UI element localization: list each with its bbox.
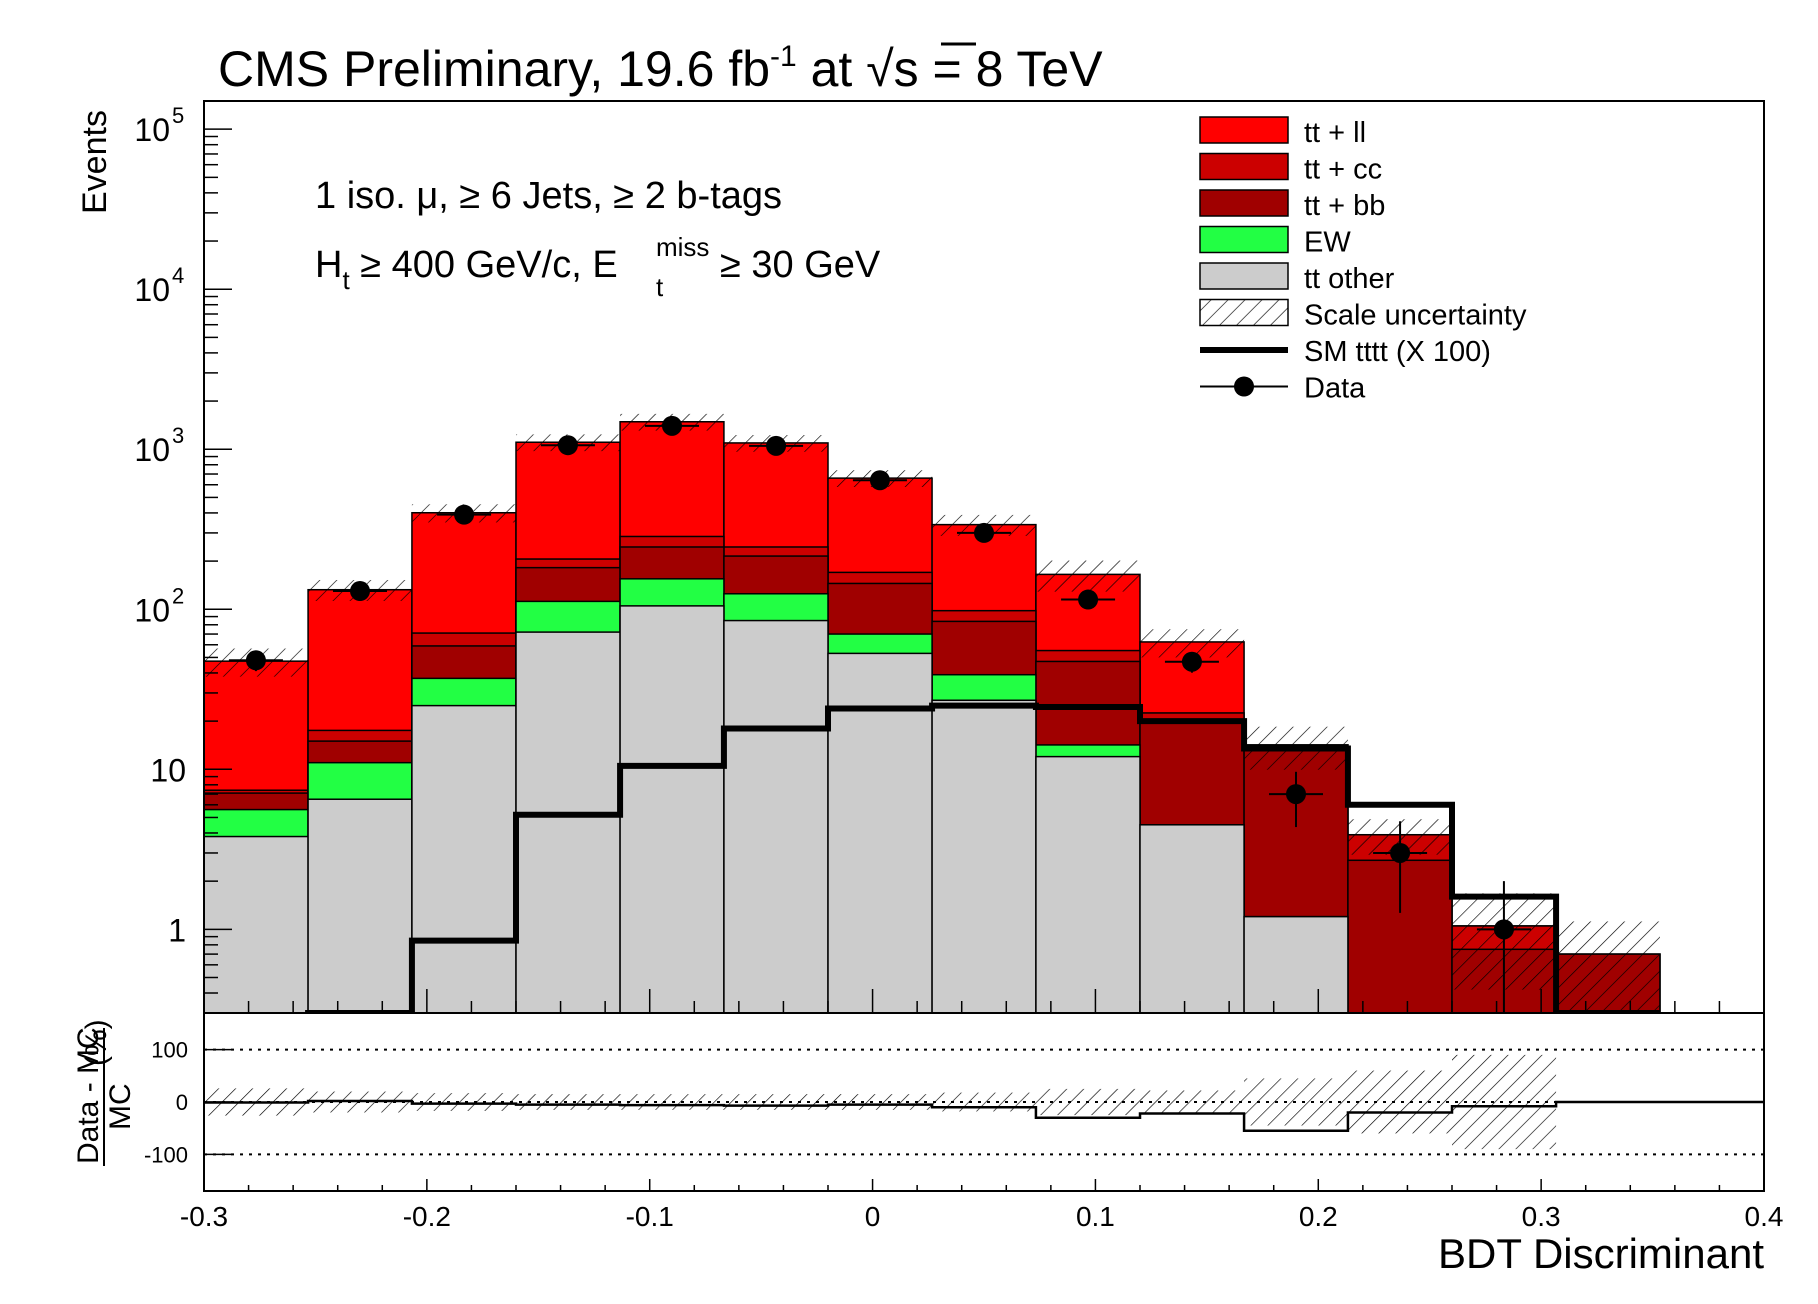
legend-label-scale-uncertainty: Scale uncertainty: [1304, 300, 1527, 332]
bar-tt-other-bin-9: [1035, 755, 1141, 1013]
ratio-band-bin-4: [516, 1094, 621, 1110]
selection-line-2-end: ≥ 30 GeV: [720, 244, 881, 286]
svg-text:Data - MC: Data - MC: [72, 1027, 105, 1164]
bar-tt-other-bin-5: [619, 605, 725, 1013]
x-tick-label-0-1: -0.1: [626, 1201, 674, 1232]
y-tick-exp-100000: 5: [172, 103, 184, 128]
bar-tt-other-bin-2: [307, 798, 413, 1013]
x-tick-label-0-3: -0.3: [180, 1201, 228, 1232]
data-point-7: [869, 470, 890, 491]
data-point-2: [350, 581, 370, 602]
legend-label-tt-other: tt other: [1304, 263, 1395, 295]
data-point-6: [766, 435, 787, 456]
data-point-13: [1493, 919, 1514, 940]
signal-line: [305, 702, 1660, 1013]
data-point-5: [662, 415, 682, 436]
svg-text:MC: MC: [104, 1083, 137, 1130]
uncertainty-band-bin-14: [1556, 921, 1660, 1013]
legend-item-sm-tttt-x-100: SM tttt (X 100): [1200, 336, 1491, 368]
y-tick-exp-1000: 3: [172, 423, 184, 448]
selection-line-2-sub: t: [656, 272, 664, 302]
ratio-band-bin-12: [1347, 1070, 1452, 1134]
selection-line-2-sup: miss: [656, 232, 709, 262]
y-tick-exp-10000: 4: [172, 263, 184, 288]
legend-label-data: Data: [1304, 373, 1366, 405]
ratio-y-axis-title: Data - MC MC (%): [72, 1019, 137, 1166]
y-tick-label-100000: 10: [134, 112, 170, 148]
y-tick-label-10000: 10: [134, 272, 170, 308]
bar-tt-other-bin-11: [1243, 915, 1349, 1013]
legend-item-scale-uncertainty: Scale uncertainty: [1199, 298, 1527, 332]
data-point-8: [974, 522, 994, 543]
y-tick-label-1000: 10: [134, 432, 170, 468]
legend: tt + ll tt + cc tt + bb EW tt other Scale unc…: [1199, 116, 1527, 405]
chart-title: CMS Preliminary, 19.6 fb-1 at √s = 8 TeV: [218, 40, 1103, 97]
legend-label-tt-ll: tt + ll: [1304, 117, 1366, 149]
legend-item-tt-bb: tt + bb: [1199, 189, 1385, 222]
legend-label-ew: EW: [1304, 227, 1351, 259]
data-point-10: [1181, 651, 1202, 672]
legend-item-ew: EW: [1199, 225, 1351, 259]
legend-label-tt-bb: tt + bb: [1304, 190, 1385, 222]
legend-label-sm-tttt-x-100: SM tttt (X 100): [1304, 336, 1491, 368]
bar-tt-other-bin-3: [411, 704, 517, 1013]
ratio-band-bin-8: [932, 1092, 1036, 1112]
svg-text:(%): (%): [80, 1019, 113, 1066]
ratio-tick-label--100: -100: [144, 1142, 188, 1167]
legend-swatch-ew: [1199, 225, 1289, 254]
data-point-3: [454, 504, 475, 525]
x-tick-label-0-3: 0.3: [1522, 1201, 1561, 1232]
ratio-band-bin-10: [1140, 1090, 1245, 1114]
legend-item-tt-cc: tt + cc: [1199, 152, 1382, 186]
data-point-12: [1390, 842, 1411, 863]
legend-swatch-data: [1234, 376, 1254, 397]
y-tick-exp-100: 2: [172, 583, 184, 608]
ratio-line: [204, 1099, 1764, 1133]
legend-swatch-tt-cc: [1199, 152, 1289, 181]
legend-item-data: Data: [1200, 373, 1366, 405]
data-point-1: [245, 650, 266, 671]
bar-tt-other-bin-8: [931, 699, 1037, 1013]
data-point-4: [557, 435, 578, 456]
uncertainty-band-bin-9: [1035, 560, 1140, 592]
ratio-band-bin-6: [723, 1094, 828, 1110]
legend-label-tt-cc: tt + cc: [1304, 154, 1382, 186]
x-tick-label-0-4: 0.4: [1745, 1201, 1784, 1232]
y-tick-label-100: 10: [134, 592, 170, 628]
legend-item-tt-ll: tt + ll: [1199, 116, 1366, 149]
legend-swatch-tt-bb: [1199, 189, 1289, 217]
x-axis-title: BDT Discriminant: [1438, 1230, 1764, 1277]
bar-tt-other-bin-7: [827, 652, 933, 1013]
legend-item-tt-other: tt other: [1199, 262, 1395, 295]
data-point-9: [1078, 589, 1099, 610]
y-tick-label-10: 10: [150, 752, 186, 788]
bar-tt-other-bin-6: [723, 619, 829, 1013]
data-point-11: [1286, 784, 1306, 805]
y-axis-title: Events: [76, 110, 114, 214]
x-tick-label-0-2: 0.2: [1299, 1201, 1338, 1232]
legend-swatch-scale-uncertainty: [1199, 298, 1289, 327]
ratio-band-bin-3: [411, 1093, 516, 1111]
ratio-band-bin-13: [1452, 1054, 1557, 1150]
selection-line-1: 1 iso. μ, ≥ 6 Jets, ≥ 2 b-tags: [315, 175, 782, 217]
ratio-tick-label-100: 100: [151, 1038, 188, 1063]
x-tick-label-0-1: 0.1: [1076, 1201, 1115, 1232]
y-tick-label-1: 1: [168, 912, 186, 948]
ratio-tick-label-0: 0: [176, 1090, 188, 1115]
x-tick-label-0: 0: [865, 1201, 881, 1232]
selection-line-2: Ht ≥ 400 GeV/c, E: [315, 244, 618, 295]
legend-swatch-tt-ll: [1199, 116, 1289, 144]
legend-swatch-tt-other: [1199, 262, 1289, 290]
bar-tt-other-bin-10: [1139, 824, 1245, 1013]
x-tick-label-0-2: -0.2: [403, 1201, 451, 1232]
bar-tt-other-bin-1: [204, 835, 309, 1013]
